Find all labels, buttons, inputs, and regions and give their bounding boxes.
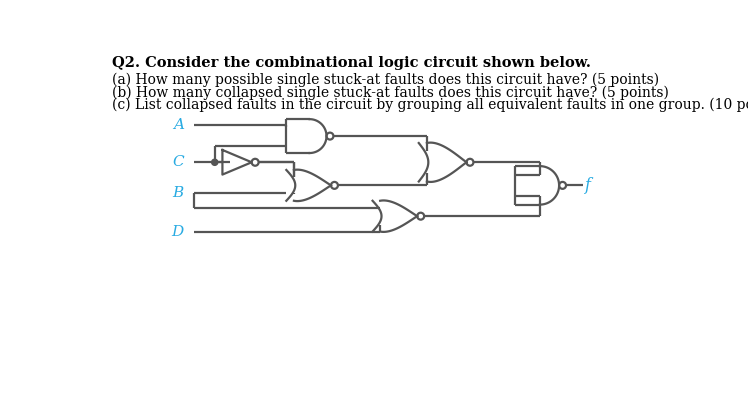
Circle shape [212,159,218,165]
Text: (a) How many possible single stuck-at faults does this circuit have? (5 points): (a) How many possible single stuck-at fa… [112,73,660,88]
Text: A: A [173,118,184,132]
Text: D: D [172,225,184,238]
Text: B: B [173,186,184,200]
Text: (b) How many collapsed single stuck-at faults does this circuit have? (5 points): (b) How many collapsed single stuck-at f… [112,85,669,100]
Text: (c) List collapsed faults in the circuit by grouping all equivalent faults in on: (c) List collapsed faults in the circuit… [112,98,748,112]
Text: f: f [585,177,591,194]
Text: Q2. Consider the combinational logic circuit shown below.: Q2. Consider the combinational logic cir… [112,56,591,70]
Text: C: C [172,155,184,169]
